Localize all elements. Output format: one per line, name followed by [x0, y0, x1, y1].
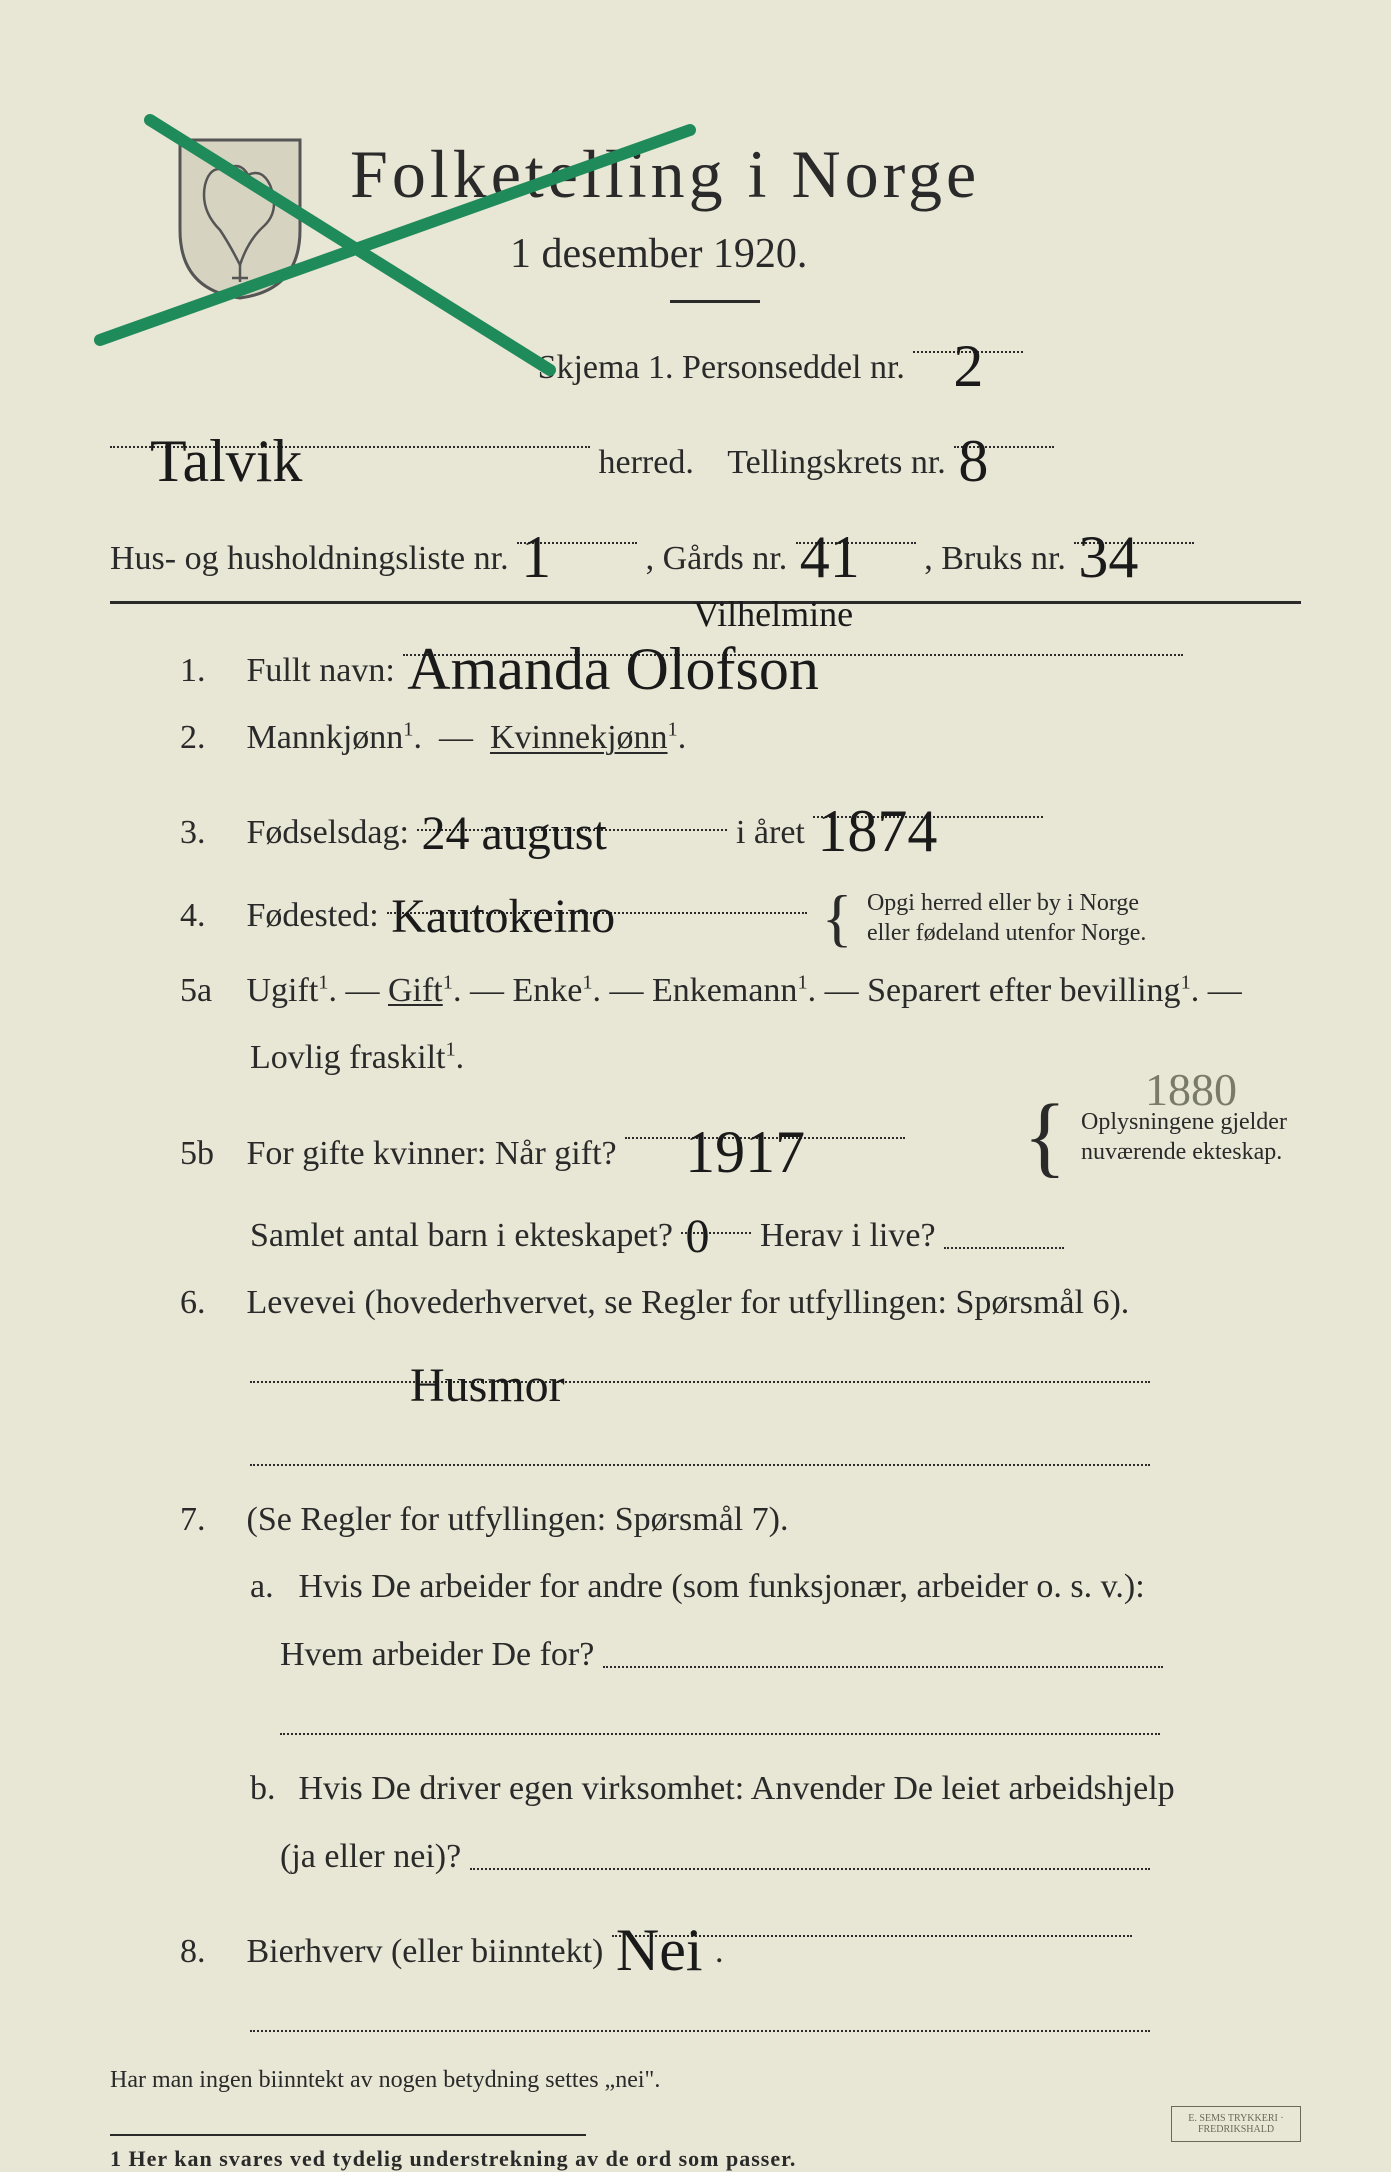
tellingskrets-nr: 8 — [954, 418, 992, 505]
q5b-year: 1917 — [625, 1109, 809, 1196]
bruks-nr: 34 — [1074, 514, 1142, 601]
q3-day: 24 august — [417, 799, 610, 869]
q5b-line1: For gifte kvinner: Når gift? — [247, 1135, 617, 1172]
coat-of-arms-icon — [170, 130, 310, 300]
q5a-tail: Lovlig fraskilt — [250, 1039, 445, 1076]
q8-num: 8. — [180, 1927, 238, 1976]
printer-mark: E. SEMS TRYKKERI · FREDRIKSHALD — [1171, 2106, 1301, 2142]
q5b-sidenote: Oplysningene gjelder nuværende ekteskap. — [1081, 1107, 1301, 1167]
q1-value: Amanda Olofson — [403, 626, 823, 713]
q7a-label: a. — [250, 1562, 290, 1611]
brace-icon: { — [822, 899, 853, 937]
q4-num: 4. — [180, 891, 238, 940]
form-body: Skjema 1. Personseddel nr. 2 Talvik herr… — [110, 315, 1301, 2172]
herred-label: herred. — [599, 444, 694, 481]
q5b-herav-label: Herav i live? — [760, 1217, 936, 1254]
q8-label: Bierhverv (eller biinntekt) — [247, 1933, 604, 1970]
q5a-num: 5a — [180, 966, 238, 1015]
q2-opt1: Mannkjønn — [247, 719, 404, 756]
hus-nr: 1 — [517, 514, 555, 601]
q6-value: Husmor — [250, 1351, 569, 1421]
q7a-text1: Hvis De arbeider for andre (som funksjon… — [299, 1568, 1145, 1605]
q6-label: Levevei (hovederhvervet, se Regler for u… — [247, 1284, 1130, 1321]
q6-num: 6. — [180, 1278, 238, 1327]
q5a-opt1: Gift — [388, 972, 443, 1009]
q5a-opt0: Ugift — [247, 972, 319, 1009]
q4-value: Kautokeino — [387, 882, 619, 952]
q7-num: 7. — [180, 1495, 238, 1544]
q3-year: 1874 — [813, 788, 941, 875]
footnote-rule — [110, 2134, 586, 2136]
tellingskrets-label: Tellingskrets nr. — [727, 444, 946, 481]
q5a-opt4: Separert efter bevilling — [867, 972, 1180, 1009]
personseddel-nr: 2 — [949, 323, 987, 410]
q5b-line2: Samlet antal barn i ekteskapet? — [250, 1217, 673, 1254]
title-rule — [670, 300, 760, 303]
q4-label: Fødested: — [247, 897, 379, 934]
q5b-barn: 0 — [681, 1202, 713, 1272]
q7-label: (Se Regler for utfyllingen: Spørsmål 7). — [247, 1501, 789, 1538]
q2-opt2: Kvinnekjønn — [490, 719, 668, 756]
skjema-label: Skjema 1. Personseddel nr. — [538, 349, 905, 386]
q4-note: Opgi herred eller by i Norge eller fødel… — [867, 888, 1167, 948]
q7b-label: b. — [250, 1764, 290, 1813]
q3-num: 3. — [180, 808, 238, 857]
q3-label: Fødselsdag: — [247, 814, 409, 851]
footer-note: Har man ingen biinntekt av nogen betydni… — [110, 2067, 1301, 2094]
q7a-text2: Hvem arbeider De for? — [280, 1636, 594, 1673]
q1-num: 1. — [180, 646, 238, 695]
gards-label: , Gårds nr. — [646, 540, 788, 577]
q5b-num: 5b — [180, 1129, 238, 1178]
q5a-opt2: Enke — [512, 972, 582, 1009]
q5a-opt3: Enkemann — [652, 972, 797, 1009]
footnote: 1 Her kan svares ved tydelig understrekn… — [110, 2146, 1301, 2172]
bruks-label: , Bruks nr. — [924, 540, 1066, 577]
herred-value: Talvik — [110, 418, 306, 505]
page-title: Folketelling i Norge — [350, 135, 980, 214]
q7b-text2: (ja eller nei)? — [280, 1838, 461, 1875]
hus-label: Hus- og husholdningsliste nr. — [110, 540, 509, 577]
q8-value: Nei — [612, 1907, 707, 1994]
q7b-text1: Hvis De driver egen virksomhet: Anvender… — [299, 1770, 1175, 1807]
brace-icon: { — [1023, 1110, 1066, 1164]
q1-label: Fullt navn: — [247, 652, 395, 689]
q3-year-label: i året — [736, 814, 805, 851]
page-subtitle: 1 desember 1920. — [510, 230, 807, 278]
q2-num: 2. — [180, 713, 238, 762]
